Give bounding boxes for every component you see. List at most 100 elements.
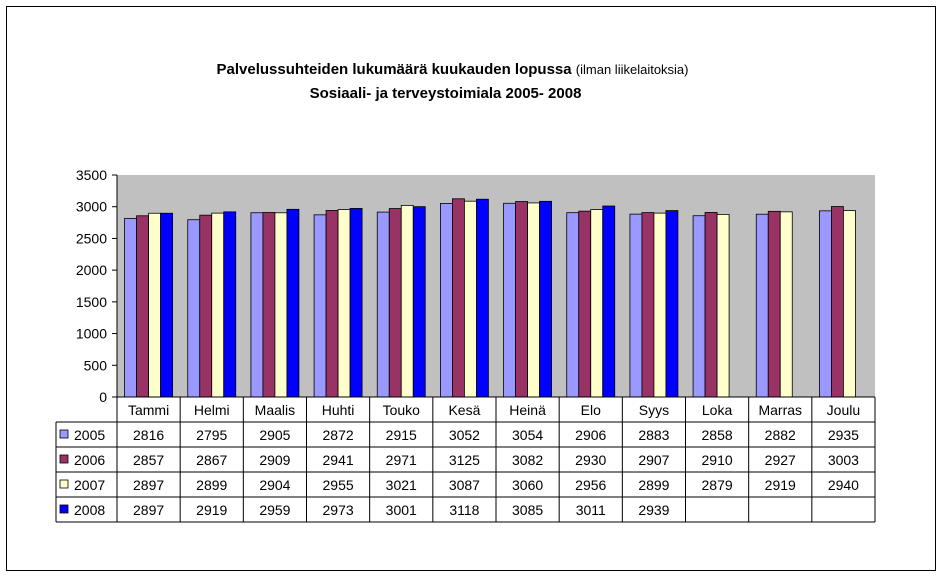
data-label-2005: 3054 <box>512 427 543 443</box>
legend-key-2005 <box>59 429 69 439</box>
y-tick-label: 2500 <box>76 230 107 246</box>
data-label-2006: 2909 <box>259 452 290 468</box>
bar-2006-Joulu <box>831 206 844 398</box>
y-tick-label: 0 <box>99 389 107 405</box>
bar-2005-Maalis <box>250 212 264 398</box>
x-category-label: Loka <box>702 402 733 418</box>
bar-2007-Syys <box>653 212 667 398</box>
data-label-2007: 2955 <box>323 477 354 493</box>
bar-2006-Elo <box>578 210 592 398</box>
data-label-2006: 2910 <box>702 452 733 468</box>
x-category-label: Kesä <box>448 402 480 418</box>
bar-2005-Syys <box>629 213 643 398</box>
bar-2008-Huhti <box>349 208 363 398</box>
bar-2006-Kesä <box>452 198 465 398</box>
y-tick-label: 1500 <box>76 294 107 310</box>
bar-2008-Tammi <box>160 212 173 398</box>
bar-2006-Maalis <box>262 212 276 398</box>
data-label-2007: 3021 <box>386 477 417 493</box>
data-label-2005: 2915 <box>386 427 417 443</box>
bar-2008-Maalis <box>286 208 300 398</box>
data-label-2008: 2959 <box>259 502 290 518</box>
x-category-label: Syys <box>639 402 669 418</box>
data-label-2007: 2904 <box>259 477 290 493</box>
x-category-label: Joulu <box>827 402 860 418</box>
bar-2005-Loka <box>692 215 706 398</box>
data-label-2006: 3003 <box>828 452 859 468</box>
data-label-2006: 3082 <box>512 452 543 468</box>
y-tick-label: 1000 <box>76 326 107 342</box>
data-label-2005: 2905 <box>259 427 290 443</box>
bar-2005-Marras <box>755 213 769 398</box>
data-label-2008: 2939 <box>638 502 669 518</box>
x-category-label: Heinä <box>509 402 546 418</box>
legend-label-2007: 2007 <box>74 477 105 493</box>
bar-2006-Tammi <box>136 215 149 398</box>
data-label-2007: 2879 <box>702 477 733 493</box>
data-label-2005: 2935 <box>828 427 859 443</box>
data-label-2006: 2930 <box>575 452 606 468</box>
bar-2008-Heinä <box>539 200 552 398</box>
data-label-2005: 2906 <box>575 427 606 443</box>
bar-2007-Touko <box>400 204 414 398</box>
x-category-label: Huhti <box>322 402 355 418</box>
bar-2005-Tammi <box>124 217 137 398</box>
bar-2005-Huhti <box>313 214 327 398</box>
data-label-2007: 2956 <box>575 477 606 493</box>
y-tick-label: 3500 <box>76 167 107 183</box>
legend-key-2007 <box>59 479 69 489</box>
bar-2007-Maalis <box>274 212 288 398</box>
bar-2006-Loka <box>704 212 718 398</box>
bar-2006-Heinä <box>515 201 528 398</box>
bar-2007-Tammi <box>148 212 161 398</box>
bar-2005-Kesä <box>440 203 453 398</box>
bar-2007-Helmi <box>211 212 225 398</box>
bar-2008-Elo <box>602 205 616 398</box>
bar-2007-Huhti <box>337 209 351 398</box>
data-label-2006: 2857 <box>133 452 164 468</box>
chart-title-note: (ilman liikelaitoksia) <box>575 62 689 77</box>
y-tick-label: 500 <box>84 357 108 373</box>
data-label-2007: 2940 <box>828 477 859 493</box>
data-label-2005: 2795 <box>196 427 227 443</box>
bar-2006-Helmi <box>199 214 213 398</box>
bar-2008-Helmi <box>223 211 237 398</box>
legend-label-2008: 2008 <box>74 502 105 518</box>
x-category-label: Helmi <box>194 402 230 418</box>
data-label-2007: 3060 <box>512 477 543 493</box>
bar-2005-Touko <box>376 211 390 398</box>
data-label-2008: 3011 <box>576 502 606 518</box>
data-label-2008: 3118 <box>449 502 479 518</box>
data-label-2007: 2899 <box>638 477 669 493</box>
data-label-2005: 2883 <box>638 427 669 443</box>
bar-2008-Syys <box>665 210 679 398</box>
data-label-2006: 3125 <box>449 452 480 468</box>
x-category-label: Tammi <box>128 402 169 418</box>
data-label-2006: 2867 <box>196 452 227 468</box>
bar-2006-Touko <box>388 208 402 398</box>
bar-2007-Joulu <box>843 210 856 398</box>
data-label-2005: 2816 <box>133 427 164 443</box>
bar-2008-Kesä <box>476 198 489 398</box>
x-category-label: Marras <box>758 402 802 418</box>
data-label-2007: 2919 <box>765 477 796 493</box>
bar-2008-Touko <box>412 206 426 398</box>
chart-title-main: Palvelussuhteiden lukumäärä kuukauden lo… <box>216 61 572 78</box>
data-label-2008: 2897 <box>133 502 164 518</box>
bar-2005-Joulu <box>819 210 832 398</box>
plot-area <box>117 175 875 397</box>
data-label-2007: 3087 <box>449 477 480 493</box>
bar-2005-Helmi <box>187 219 201 398</box>
data-label-2008: 2919 <box>196 502 227 518</box>
bar-2007-Heinä <box>527 202 540 398</box>
legend-key-2006 <box>59 454 69 464</box>
data-label-2006: 2971 <box>386 452 417 468</box>
legend-label-2006: 2006 <box>74 452 105 468</box>
data-label-2007: 2897 <box>133 477 164 493</box>
bar-2005-Heinä <box>503 202 516 398</box>
data-label-2005: 2872 <box>323 427 354 443</box>
data-label-2005: 2882 <box>765 427 796 443</box>
data-label-2008: 3085 <box>512 502 543 518</box>
data-label-2008: 2973 <box>323 502 354 518</box>
